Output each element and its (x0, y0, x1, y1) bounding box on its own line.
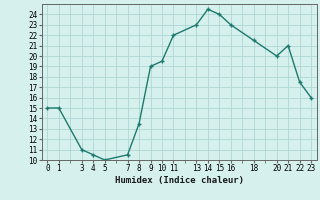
X-axis label: Humidex (Indice chaleur): Humidex (Indice chaleur) (115, 176, 244, 185)
